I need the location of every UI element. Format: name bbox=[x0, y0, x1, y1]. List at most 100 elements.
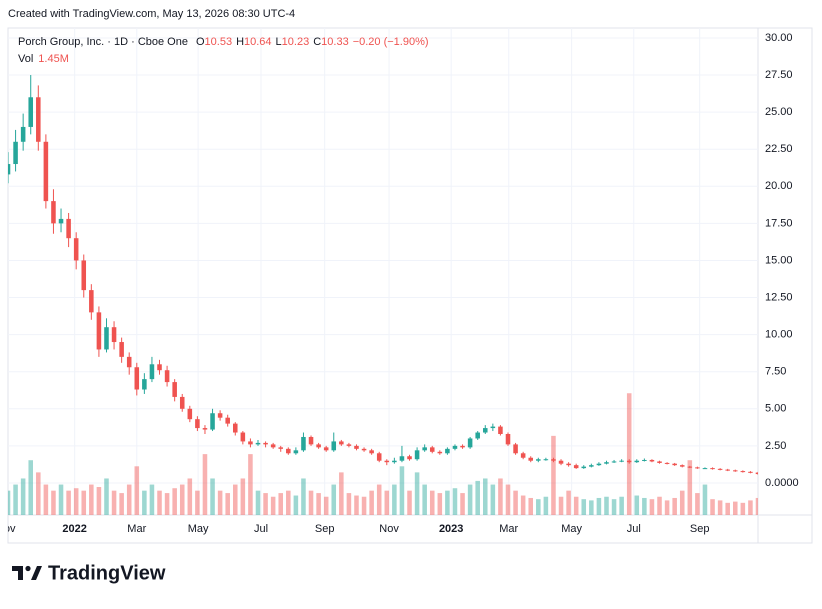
volume-bar bbox=[634, 495, 640, 515]
candle-body bbox=[619, 460, 624, 462]
volume-bar bbox=[308, 490, 314, 515]
candle-body bbox=[255, 442, 261, 445]
y-tick-label: 15.00 bbox=[765, 254, 793, 266]
candle-body bbox=[596, 463, 602, 466]
candle-body bbox=[748, 471, 753, 473]
candle-body bbox=[286, 448, 291, 454]
y-tick-label: 5.00 bbox=[765, 403, 786, 415]
volume-bar bbox=[157, 490, 162, 515]
candle-body bbox=[278, 447, 283, 449]
candle-body bbox=[483, 428, 488, 433]
candle-body bbox=[316, 444, 321, 448]
volume-bar bbox=[384, 490, 390, 515]
volume-bar bbox=[36, 472, 41, 515]
candle-body bbox=[657, 461, 662, 463]
candle-body bbox=[126, 356, 132, 368]
x-tick-label: Mar bbox=[499, 523, 518, 535]
candle-body bbox=[536, 459, 541, 461]
candle-body bbox=[460, 445, 465, 448]
candle-body bbox=[13, 141, 18, 165]
volume-bar bbox=[187, 478, 193, 515]
candle-body bbox=[414, 450, 420, 460]
volume-bar bbox=[399, 466, 405, 515]
candle-body bbox=[710, 468, 715, 470]
candle-body bbox=[399, 456, 405, 461]
x-tick-label: Nov bbox=[0, 523, 16, 535]
volume-bar bbox=[573, 496, 579, 515]
volume-bar bbox=[733, 501, 738, 515]
volume-bar bbox=[589, 500, 594, 515]
candle-body bbox=[172, 382, 177, 397]
volume-bar bbox=[445, 490, 450, 515]
candle-body bbox=[695, 467, 700, 469]
candle-body bbox=[233, 423, 238, 433]
volume-bar bbox=[179, 484, 185, 515]
candle-body bbox=[467, 438, 473, 448]
candle-body bbox=[626, 460, 632, 463]
candle-body bbox=[634, 460, 640, 463]
candle-body bbox=[308, 436, 314, 445]
candle-body bbox=[270, 444, 276, 448]
volume-bar bbox=[702, 484, 708, 515]
volume-bar bbox=[528, 497, 533, 515]
volume-bar bbox=[323, 496, 329, 515]
volume-bar bbox=[195, 490, 200, 515]
volume-bar bbox=[89, 484, 94, 515]
candle-body bbox=[664, 462, 670, 464]
volume-bar bbox=[748, 500, 753, 515]
candle-body bbox=[490, 426, 496, 429]
volume-bar bbox=[740, 502, 746, 515]
candle-body bbox=[293, 450, 299, 454]
candle-body bbox=[58, 218, 64, 224]
volume-bar bbox=[58, 484, 64, 515]
volume-bar bbox=[301, 478, 306, 515]
candle-body bbox=[119, 342, 124, 357]
candle-body bbox=[187, 408, 193, 420]
volume-bar bbox=[467, 484, 473, 515]
candle-body bbox=[210, 413, 215, 430]
legend-ohlc-value: 10.53 bbox=[205, 36, 233, 48]
candle-body bbox=[202, 428, 208, 430]
candle-body bbox=[66, 218, 71, 239]
candle-body bbox=[513, 444, 518, 454]
x-tick-label: 2022 bbox=[62, 523, 86, 535]
volume-legend: Vol 1.45M bbox=[18, 53, 69, 65]
volume-bar bbox=[642, 497, 647, 515]
volume-bar bbox=[498, 478, 503, 515]
volume-bar bbox=[536, 499, 541, 515]
legend-ohlc-value: 10.64 bbox=[244, 36, 272, 48]
volume-bar bbox=[490, 484, 496, 515]
volume-bar bbox=[452, 488, 458, 515]
candle-body bbox=[73, 238, 79, 261]
legend-ohlc-label: C bbox=[313, 36, 321, 48]
candle-body bbox=[263, 442, 268, 445]
volume-bar bbox=[695, 493, 700, 515]
legend-ohlc-label: L bbox=[276, 36, 282, 48]
candle-body bbox=[20, 126, 26, 142]
volume-bar bbox=[293, 495, 299, 515]
volume-bar bbox=[210, 478, 215, 515]
volume-bar bbox=[20, 478, 26, 515]
time-axis: Nov 2022 Mar May Jul Sep Nov 2023 Mar May Jul Sep bbox=[0, 523, 709, 535]
volume-bar bbox=[710, 499, 715, 515]
volume-bar bbox=[217, 490, 223, 515]
candle-body bbox=[134, 367, 140, 390]
candle-body bbox=[43, 141, 49, 202]
volume-bar bbox=[233, 484, 238, 515]
candle-body bbox=[8, 164, 11, 175]
candle-body bbox=[505, 434, 511, 445]
volume-bar bbox=[414, 472, 420, 515]
volume-bar bbox=[543, 496, 549, 515]
y-tick-label: 20.00 bbox=[765, 180, 793, 192]
volume-bar bbox=[8, 490, 11, 515]
volume-bar bbox=[429, 490, 435, 515]
candle-body bbox=[369, 450, 374, 454]
candle-body bbox=[217, 413, 223, 418]
volume-bar bbox=[437, 493, 443, 515]
candle-body bbox=[81, 260, 87, 291]
volume-bar bbox=[422, 484, 427, 515]
candle-body bbox=[346, 444, 352, 446]
volume-bar bbox=[111, 490, 117, 515]
candles bbox=[8, 75, 758, 475]
